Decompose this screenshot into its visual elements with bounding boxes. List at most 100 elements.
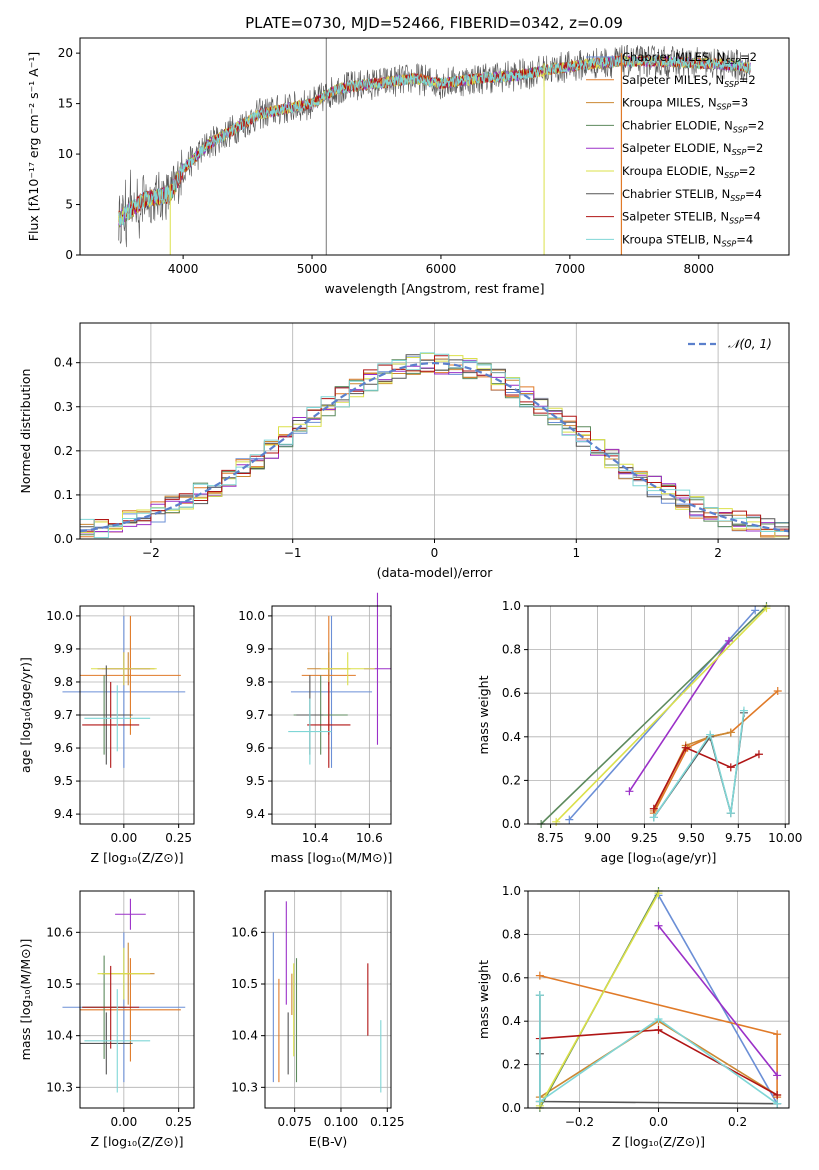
legend-label: Kroupa MILES, NSSP=3	[622, 96, 748, 112]
y-tick-label: 9.4	[54, 807, 73, 821]
weight-series-line	[539, 892, 660, 1107]
weight-marker	[754, 750, 763, 759]
y-tick-label: 1.0	[502, 599, 521, 613]
y-tick-label: 10.5	[46, 977, 73, 991]
y-tick-label: 10.4	[46, 1029, 73, 1043]
y-tick-label: 9.6	[246, 741, 265, 755]
x-tick-label: 9.75	[725, 831, 752, 845]
figure-title: PLATE=0730, MJD=52466, FIBERID=0342, z=0…	[245, 14, 623, 32]
y-tick-label: 10.3	[46, 1080, 73, 1094]
y-tick-label: 0.8	[502, 927, 521, 941]
weight-marker	[654, 1025, 663, 1034]
x-axis-label: Z [log₁₀(Z/Z⊙)]	[91, 850, 184, 865]
weight-marker	[724, 636, 733, 645]
y-axis-label: mass weight	[476, 675, 491, 754]
legend-label: Kroupa ELODIE, NSSP=2	[622, 164, 756, 180]
weight-marker	[535, 991, 544, 1000]
x-tick-label: 9.50	[678, 831, 705, 845]
legend-suffix: =2	[739, 73, 756, 87]
legend-subscript: SSP	[722, 239, 737, 248]
legend-suffix: =2	[748, 118, 765, 132]
y-axis-label: mass weight	[476, 960, 491, 1039]
weight-marker	[751, 606, 760, 615]
legend-label: Chabrier STELIB, NSSP=4	[622, 187, 762, 203]
y-tick-label: 9.6	[54, 741, 73, 755]
weight-series-line	[653, 746, 760, 810]
x-tick-label: 0.25	[165, 831, 192, 845]
y-tick-label: 0.3	[54, 400, 73, 414]
y-tick-label: 0.2	[502, 1058, 521, 1072]
x-axis-label: (data-model)/error	[377, 565, 494, 580]
x-axis-label: E(B-V)	[309, 1134, 348, 1149]
x-tick-label: 0.00	[110, 831, 137, 845]
y-tick-label: 9.4	[246, 807, 265, 821]
y-tick-label: 9.5	[246, 774, 265, 788]
y-tick-label: 20	[58, 46, 73, 60]
legend-subscript: SSP	[724, 80, 739, 89]
axes-frame	[527, 605, 790, 825]
x-tick-label: 7000	[555, 262, 586, 276]
x-tick-label: 6000	[426, 262, 457, 276]
x-tick-label: 2	[714, 546, 722, 560]
weight-marker	[649, 813, 658, 822]
y-tick-label: 0.0	[502, 1101, 521, 1115]
x-tick-label: −2	[142, 546, 160, 560]
legend-subscript: SSP	[729, 217, 744, 226]
weight-marker	[535, 1097, 544, 1106]
x-tick-label: 1	[572, 546, 580, 560]
legend-suffix: =4	[745, 187, 762, 201]
y-tick-label: 10.6	[46, 925, 73, 939]
weight-series-line	[539, 995, 778, 1105]
y-tick-label: 10.3	[231, 1080, 258, 1094]
y-tick-label: 0.2	[54, 444, 73, 458]
y-tick-label: 10.5	[231, 977, 258, 991]
legend-suffix: =2	[740, 50, 757, 64]
y-tick-label: 0.2	[502, 773, 521, 787]
weight-marker	[649, 804, 658, 813]
x-tick-label: 10.4	[302, 831, 329, 845]
axes-frame	[79, 37, 790, 256]
y-tick-label: 10	[58, 147, 73, 161]
x-tick-label: 0.25	[165, 1115, 192, 1129]
weight-marker	[739, 706, 748, 715]
legend-subscript: SSP	[733, 125, 748, 134]
y-axis-label: age [log₁₀(age/yr)]	[18, 657, 33, 773]
y-tick-label: 0.8	[502, 643, 521, 657]
weight-marker	[726, 809, 735, 818]
x-tick-label: 10.00	[768, 831, 802, 845]
legend-label: Kroupa STELIB, NSSP=4	[622, 232, 753, 248]
weight-series-line	[628, 640, 730, 792]
x-tick-label: 0.0	[649, 1115, 668, 1129]
axes-frame	[79, 890, 195, 1109]
x-tick-label: 0.100	[324, 1115, 358, 1129]
y-axis-label: Flux [fλ10⁻¹⁷ erg cm⁻² s⁻¹ A⁻¹]	[26, 52, 41, 241]
x-tick-label: 0.125	[370, 1115, 404, 1129]
weight-marker	[535, 971, 544, 980]
histogram-series	[80, 352, 789, 539]
y-tick-label: 9.7	[54, 708, 73, 722]
x-tick-label: 9.00	[584, 831, 611, 845]
y-tick-label: 9.8	[246, 675, 265, 689]
x-tick-label: 5000	[297, 262, 328, 276]
y-tick-label: 0.6	[502, 971, 521, 985]
x-tick-label: −0.2	[565, 1115, 594, 1129]
x-tick-label: 0.00	[110, 1115, 137, 1129]
y-tick-label: 9.7	[246, 708, 265, 722]
x-tick-label: 9.25	[631, 831, 658, 845]
legend-label: Salpeter MILES, NSSP=2	[622, 73, 756, 89]
x-tick-label: 8000	[683, 262, 714, 276]
y-tick-label: 0	[65, 248, 73, 262]
legend-suffix: =2	[746, 141, 763, 155]
legend-suffix: =4	[744, 210, 761, 224]
legend-subscript: SSP	[725, 57, 740, 66]
weight-marker	[625, 787, 634, 796]
y-tick-label: 0.4	[54, 356, 73, 370]
x-axis-label: Z [log₁₀(Z/Z⊙)]	[612, 1134, 705, 1149]
legend-suffix: =2	[739, 164, 756, 178]
gaussian-curve	[80, 361, 789, 533]
x-axis-label: Z [log₁₀(Z/Z⊙)]	[91, 1134, 184, 1149]
weight-marker	[773, 1071, 782, 1080]
x-tick-label: 0.075	[277, 1115, 311, 1129]
weight-marker	[773, 1090, 782, 1099]
